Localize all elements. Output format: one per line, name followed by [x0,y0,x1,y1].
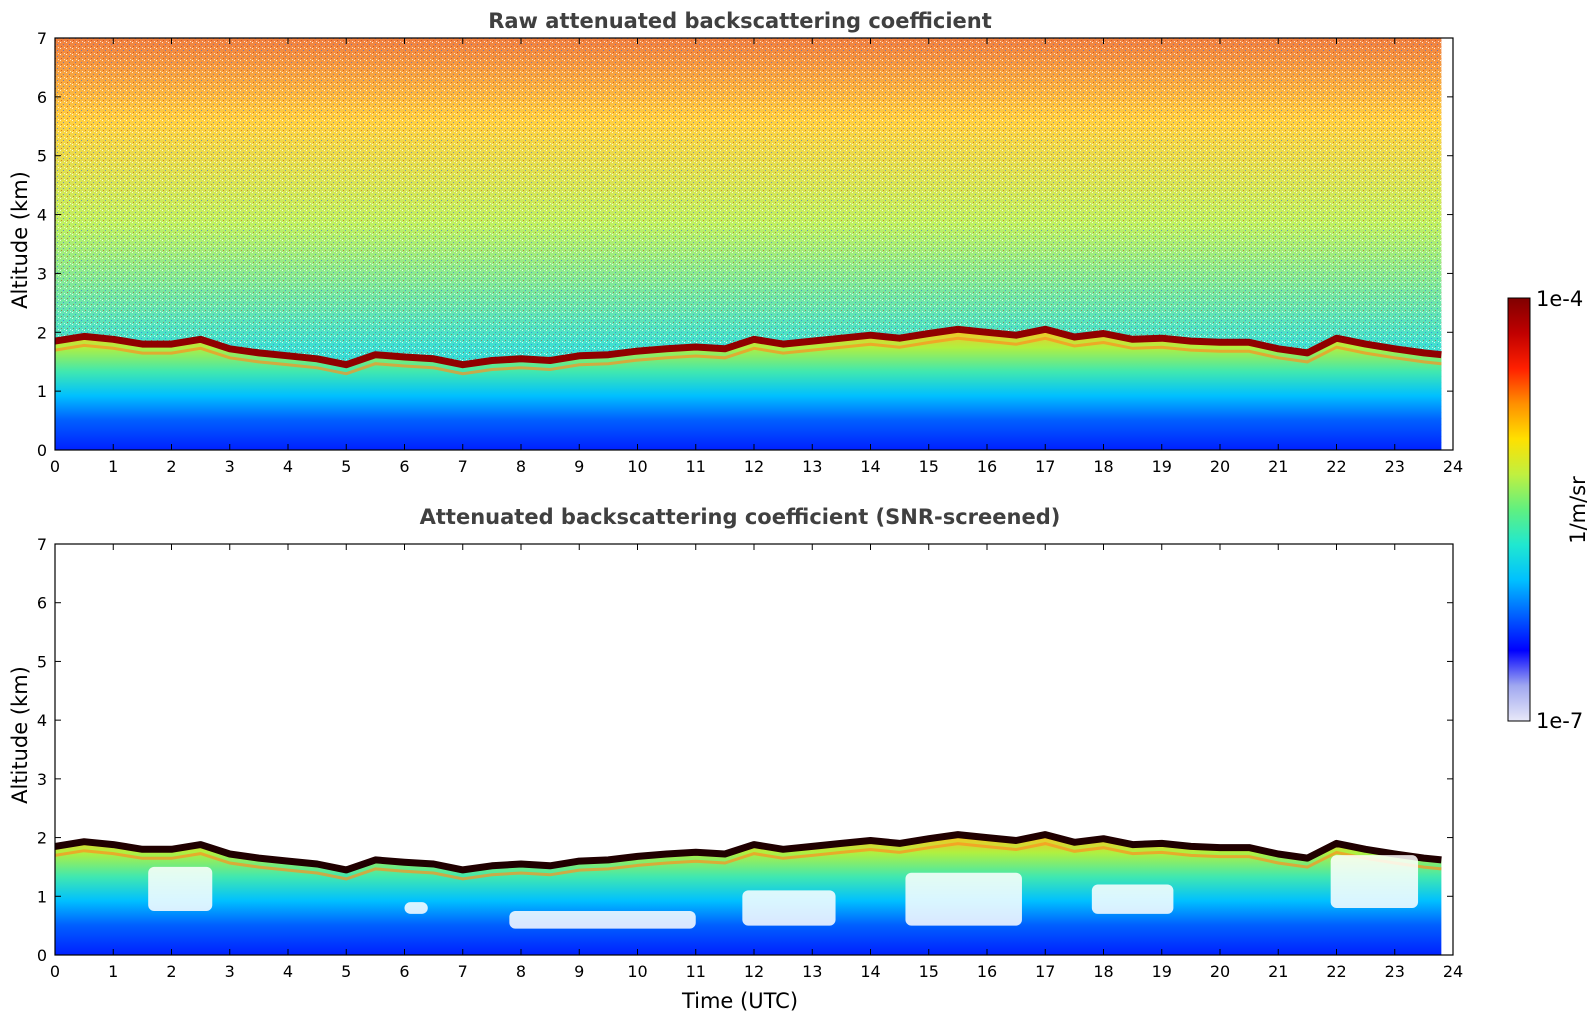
x-tick-label: 20 [1210,962,1230,981]
raw-panel-title: Raw attenuated backscattering coefficien… [488,9,992,33]
layer-top-secondary-line [54,842,1442,881]
screened-gap-region [1330,855,1419,909]
screened-gap-region [1091,884,1174,914]
x-tick-label: 17 [1035,457,1055,476]
x-tick-label: 12 [744,962,764,981]
raw-heatmap [54,38,1442,450]
x-tick-label: 19 [1152,962,1172,981]
layer-top-secondary-line [54,336,1442,376]
x-tick-label: 12 [744,457,764,476]
x-tick-label: 0 [50,962,60,981]
y-tick-label: 5 [37,652,47,671]
screened-x-axis-ticks: 0 1 2 3 4 5 6 7 8 9 10 11 12 13 14 15 16 17 18 19 20 21 22 23 24 [50,544,1463,981]
x-tick-label: 15 [919,962,939,981]
x-tick-label: 1 [108,457,118,476]
y-tick-label: 3 [37,264,47,283]
x-tick-label: 24 [1443,962,1463,981]
colorbar-unit-label: 1/m/sr [1566,476,1590,544]
raw-backscatter-panel: Raw attenuated backscattering coefficien… [8,9,1463,476]
raw-x-axis-ticks: 0 1 2 3 4 5 6 7 8 9 10 11 12 13 14 15 16 17 18 19 20 21 22 23 24 [50,38,1463,476]
colorbar-gradient [1507,297,1531,722]
raw-y-axis-ticks: 0 1 2 3 4 5 6 7 [37,29,1453,460]
y-tick-label: 1 [37,887,47,906]
x-tick-label: 1 [108,962,118,981]
x-axis-label: Time (UTC) [681,989,798,1013]
layer-top-line [54,325,1442,369]
x-tick-label: 14 [860,962,880,981]
screened-y-axis-label: Altitude (km) [8,666,32,804]
y-tick-label: 2 [37,323,47,342]
x-tick-label: 2 [166,962,176,981]
y-tick-label: 4 [37,206,47,225]
colorbar-max-label: 1e-4 [1536,287,1583,311]
x-tick-label: 2 [166,457,176,476]
y-tick-label: 5 [37,147,47,166]
raw-y-axis-label: Altitude (km) [8,171,32,309]
x-tick-label: 8 [516,962,526,981]
x-tick-label: 16 [977,457,997,476]
y-tick-label: 4 [37,711,47,730]
screened-gap-region [905,872,1022,926]
x-tick-label: 10 [627,962,647,981]
x-tick-label: 7 [458,962,468,981]
colorbar: 1e-4 1e-7 1/m/sr [1507,287,1590,733]
x-tick-label: 16 [977,962,997,981]
x-tick-label: 8 [516,457,526,476]
x-tick-label: 4 [283,457,293,476]
x-tick-label: 21 [1268,962,1288,981]
x-tick-label: 5 [341,962,351,981]
x-tick-label: 17 [1035,962,1055,981]
screened-heatmap [54,831,1442,955]
screened-backscatter-panel: Attenuated backscattering coefficient (S… [8,505,1463,1013]
screened-gap-region [509,910,696,929]
y-tick-label: 7 [37,29,47,48]
x-tick-label: 18 [1093,962,1113,981]
x-tick-label: 11 [686,457,706,476]
screened-gap-region [742,890,836,926]
x-tick-label: 11 [686,962,706,981]
y-tick-label: 7 [37,535,47,554]
x-tick-label: 7 [458,457,468,476]
x-tick-label: 23 [1385,962,1405,981]
y-tick-label: 6 [37,594,47,613]
x-tick-label: 13 [802,962,822,981]
x-tick-label: 9 [574,457,584,476]
x-tick-label: 15 [919,457,939,476]
screened-y-axis-ticks: 0 1 2 3 4 5 6 7 [37,535,1453,965]
x-tick-label: 3 [225,457,235,476]
x-tick-label: 9 [574,962,584,981]
y-tick-label: 6 [37,88,47,107]
x-tick-label: 22 [1326,962,1346,981]
x-tick-label: 18 [1093,457,1113,476]
screened-panel-title: Attenuated backscattering coefficient (S… [420,505,1061,529]
x-tick-label: 13 [802,457,822,476]
y-tick-label: 1 [37,382,47,401]
x-tick-label: 6 [399,457,409,476]
screened-gap-region [404,902,428,914]
x-tick-label: 24 [1443,457,1463,476]
x-tick-label: 20 [1210,457,1230,476]
x-tick-label: 3 [225,962,235,981]
y-tick-label: 2 [37,829,47,848]
x-tick-label: 10 [627,457,647,476]
colorbar-min-label: 1e-7 [1536,709,1583,733]
x-tick-label: 6 [399,962,409,981]
x-tick-label: 0 [50,457,60,476]
screened-gap-region [148,866,213,911]
x-tick-label: 5 [341,457,351,476]
x-tick-label: 21 [1268,457,1288,476]
y-tick-label: 3 [37,770,47,789]
x-tick-label: 19 [1152,457,1172,476]
y-tick-label: 0 [37,946,47,965]
layer-top-line [54,831,1442,874]
x-tick-label: 14 [860,457,880,476]
x-tick-label: 4 [283,962,293,981]
x-tick-label: 23 [1385,457,1405,476]
x-tick-label: 22 [1326,457,1346,476]
y-tick-label: 0 [37,441,47,460]
